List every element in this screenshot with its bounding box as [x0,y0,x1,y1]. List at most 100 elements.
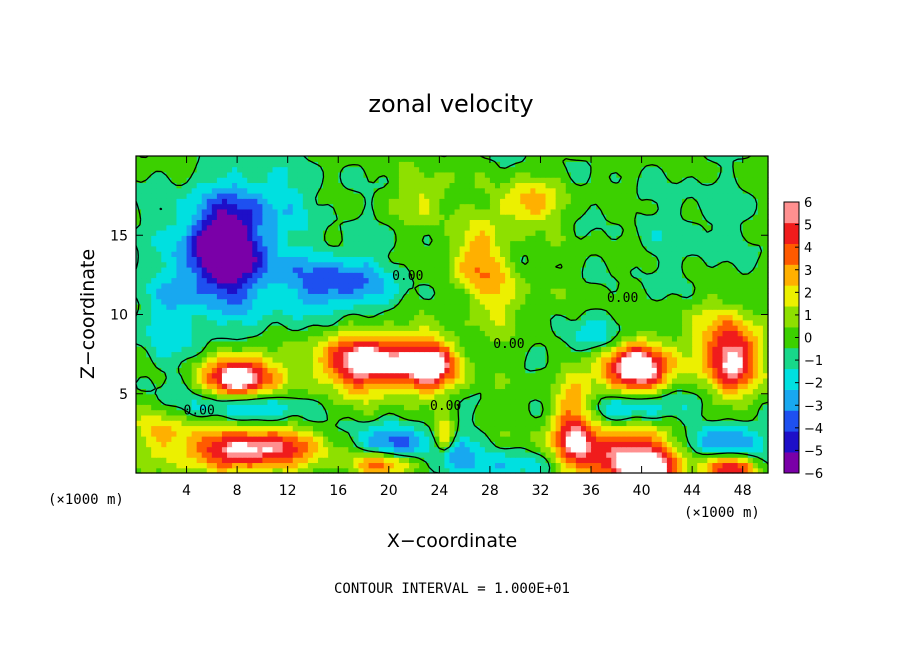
field-cell [646,303,653,310]
field-cell [292,340,299,347]
field-cell [373,377,380,384]
field-cell [191,462,198,469]
field-cell [201,346,208,353]
field-cell [196,383,203,390]
field-cell [287,288,294,294]
field-cell [732,282,739,289]
field-cell [692,293,698,300]
field-cell [641,436,648,442]
field-cell [338,383,344,390]
field-cell [555,409,562,416]
field-cell [206,351,213,358]
field-cell [398,282,405,289]
field-cell [196,282,203,289]
field-cell [312,446,319,453]
field-cell [282,272,289,279]
field-cell [221,436,228,442]
field-cell [348,261,355,268]
field-cell [661,261,668,268]
field-cell [444,399,451,405]
field-cell [762,298,769,305]
field-cell [262,436,269,442]
field-cell [307,346,314,353]
field-cell [651,266,658,273]
field-cell [454,303,461,310]
field-cell [257,303,263,310]
field-cell [525,303,531,310]
field-cell [297,414,304,421]
field-cell [631,288,638,294]
field-cell [328,462,334,469]
field-cell [484,303,491,310]
field-cell [702,430,708,437]
field-cell [181,319,188,326]
field-cell [702,404,708,411]
field-cell [368,288,375,294]
field-cell [560,298,567,305]
field-cell [510,282,516,289]
field-cell [191,457,198,464]
field-cell [439,261,446,268]
field-cell [611,451,617,458]
field-cell [692,399,698,405]
field-cell [676,393,683,400]
field-cell [484,298,491,305]
field-cell [267,388,274,395]
field-cell [312,441,319,448]
field-cell [323,425,329,432]
field-cell [136,383,142,390]
field-cell [136,404,142,411]
field-cell [570,272,577,279]
field-cell [409,393,415,400]
field-cell [687,298,693,305]
field-cell [221,420,228,427]
field-cell [727,367,734,374]
field-cell [186,314,193,321]
field-cell [232,261,238,268]
field-cell [454,266,461,273]
field-cell [626,404,633,411]
field-cell [732,351,739,358]
field-cell [575,266,582,273]
field-cell [762,399,769,405]
field-cell [196,288,203,294]
field-cell [702,467,708,474]
field-cell [196,467,203,474]
field-cell [439,293,446,300]
field-cell [318,335,324,342]
field-cell [520,335,526,342]
field-cell [398,340,405,347]
field-cell [631,293,638,300]
field-cell [419,282,425,289]
field-cell [181,303,188,310]
field-cell [414,441,420,448]
field-cell [601,436,607,442]
field-cell [575,277,582,284]
field-cell [666,335,673,342]
field-cell [156,325,162,331]
field-cell [510,319,516,326]
field-cell [636,261,643,268]
field-cell [328,346,334,353]
field-cell [687,362,693,368]
field-cell [707,467,713,474]
field-cell [247,293,253,300]
field-cell [297,298,304,305]
field-cell [585,420,592,427]
field-cell [646,467,653,474]
field-cell [216,346,223,353]
field-cell [373,362,380,368]
field-cell [626,462,633,469]
field-cell [707,277,713,284]
field-cell [318,303,324,310]
field-cell [570,351,577,358]
field-cell [540,288,547,294]
field-cell [762,282,769,289]
field-cell [176,451,183,458]
field-cell [277,325,284,331]
field-cell [141,425,147,432]
field-cell [474,340,481,347]
field-cell [388,377,395,384]
field-cell [606,293,612,300]
field-cell [631,314,638,321]
